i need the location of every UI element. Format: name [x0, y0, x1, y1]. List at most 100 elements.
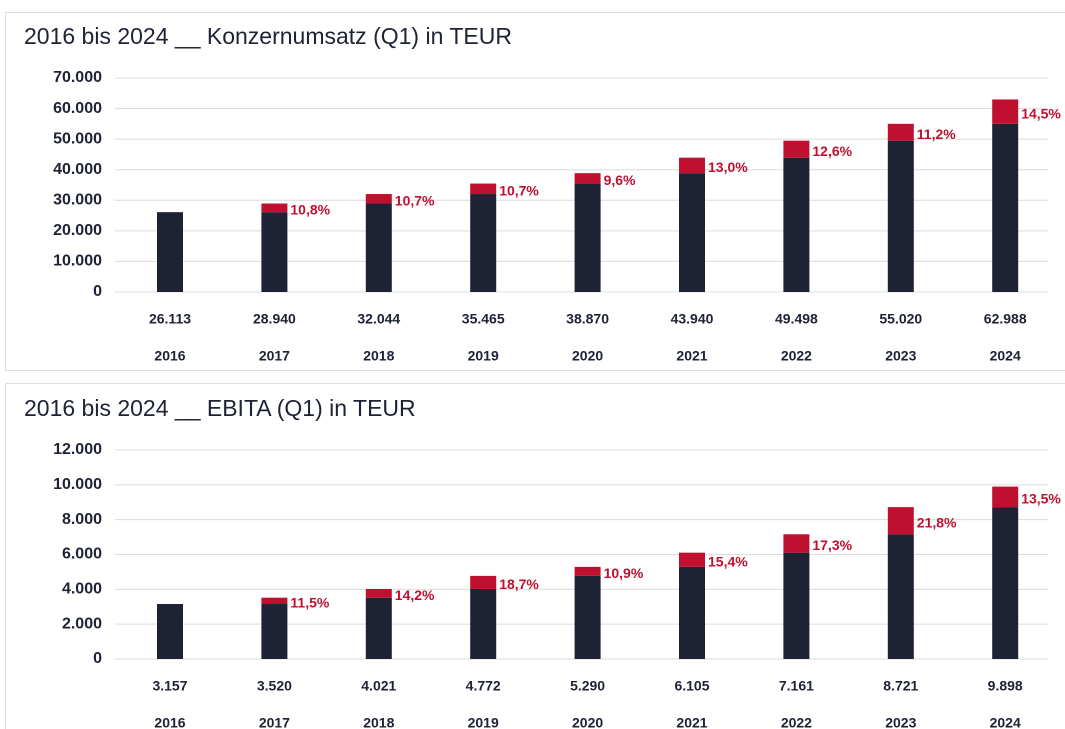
value-label: 55.020: [879, 311, 922, 327]
growth-label: 13,5%: [1021, 491, 1061, 507]
panel: [5, 12, 1065, 371]
bar-base: [470, 194, 497, 292]
bar-increase: [783, 140, 810, 158]
value-label: 6.105: [674, 678, 709, 694]
bar-base: [679, 173, 705, 292]
value-label: 43.940: [671, 311, 714, 327]
y-tick-label: 2.000: [62, 615, 102, 632]
bar-increase: [992, 99, 1019, 124]
growth-label: 10,7%: [499, 183, 539, 199]
bar-increase: [261, 597, 288, 605]
growth-label: 21,8%: [917, 514, 957, 530]
panel: [5, 383, 1065, 729]
bar-increase: [574, 173, 601, 184]
value-label: 4.772: [466, 678, 501, 694]
y-tick-label: 4.000: [62, 581, 102, 598]
y-tick-label: 20.000: [53, 222, 102, 239]
bar-base: [887, 534, 914, 659]
x-tick-label: 2023: [885, 715, 916, 729]
x-tick-label: 2020: [572, 348, 603, 364]
bar-base: [365, 597, 392, 659]
bar-base: [261, 212, 288, 292]
bar-increase: [887, 507, 914, 535]
value-label: 32.044: [357, 311, 400, 327]
chart-title: 2016 bis 2024 __ Konzernumsatz (Q1) in T…: [24, 23, 512, 49]
x-tick-label: 2017: [259, 715, 290, 729]
bar-base: [887, 140, 914, 292]
bar-increase: [470, 575, 497, 589]
bar-increase: [365, 588, 392, 598]
bar-base: [783, 157, 810, 292]
value-label: 28.940: [253, 311, 296, 327]
x-tick-label: 2021: [676, 348, 707, 364]
bar: [157, 212, 183, 292]
growth-label: 11,5%: [290, 595, 329, 611]
x-tick-label: 2024: [990, 348, 1021, 364]
bar-base: [261, 604, 288, 659]
x-tick-label: 2019: [468, 348, 499, 364]
value-label: 8.721: [883, 678, 918, 694]
bar-base: [783, 552, 810, 659]
x-tick-label: 2021: [676, 715, 707, 729]
x-tick-label: 2022: [781, 348, 812, 364]
growth-label: 10,8%: [290, 202, 330, 218]
growth-label: 15,4%: [708, 553, 748, 569]
value-label: 9.898: [988, 678, 1023, 694]
bar-base: [574, 183, 601, 292]
y-tick-label: 50.000: [53, 130, 102, 147]
x-tick-label: 2019: [468, 715, 499, 729]
y-tick-label: 10.000: [53, 253, 102, 270]
bar-increase: [679, 157, 705, 174]
growth-label: 11,2%: [917, 126, 956, 142]
bar-base: [574, 575, 601, 659]
growth-label: 17,3%: [812, 537, 852, 553]
chart-title: 2016 bis 2024 __ EBITA (Q1) in TEUR: [24, 395, 416, 421]
value-label: 49.498: [775, 311, 818, 327]
growth-label: 13,0%: [708, 159, 748, 175]
bar-increase: [679, 552, 705, 567]
growth-label: 14,5%: [1021, 105, 1061, 121]
value-label: 3.520: [257, 678, 292, 694]
y-tick-label: 8.000: [62, 511, 102, 528]
x-tick-label: 2022: [781, 715, 812, 729]
value-label: 3.157: [152, 678, 187, 694]
bar-base: [679, 566, 705, 659]
bar-base: [992, 123, 1019, 293]
value-label: 26.113: [149, 311, 191, 327]
value-label: 62.988: [984, 311, 1027, 327]
y-tick-label: 10.000: [53, 476, 102, 493]
y-tick-label: 12.000: [53, 441, 102, 458]
value-label: 4.021: [361, 678, 396, 694]
growth-label: 9,6%: [604, 172, 636, 188]
y-tick-label: 70.000: [53, 69, 102, 86]
x-tick-label: 2024: [990, 715, 1021, 729]
value-label: 7.161: [779, 678, 814, 694]
x-tick-label: 2020: [572, 715, 603, 729]
bar-increase: [783, 534, 810, 553]
y-tick-label: 30.000: [53, 192, 102, 209]
x-tick-label: 2016: [154, 715, 185, 729]
bar-increase: [261, 203, 288, 213]
y-tick-label: 60.000: [53, 100, 102, 117]
y-tick-label: 0: [93, 283, 102, 300]
x-tick-label: 2018: [363, 348, 394, 364]
y-tick-label: 40.000: [53, 161, 102, 178]
bar: [157, 604, 183, 659]
bar-base: [365, 203, 392, 292]
x-tick-label: 2018: [363, 715, 394, 729]
bar-increase: [574, 566, 601, 576]
bar-increase: [470, 183, 497, 195]
x-tick-label: 2023: [885, 348, 916, 364]
value-label: 5.290: [570, 678, 605, 694]
x-tick-label: 2017: [259, 348, 290, 364]
value-label: 35.465: [462, 311, 505, 327]
x-tick-label: 2016: [154, 348, 185, 364]
value-label: 38.870: [566, 311, 609, 327]
growth-label: 10,9%: [604, 565, 644, 581]
growth-label: 14,2%: [395, 587, 435, 603]
bar-base: [992, 507, 1019, 659]
bar-increase: [887, 123, 914, 141]
y-tick-label: 6.000: [62, 546, 102, 563]
growth-label: 18,7%: [499, 576, 539, 592]
